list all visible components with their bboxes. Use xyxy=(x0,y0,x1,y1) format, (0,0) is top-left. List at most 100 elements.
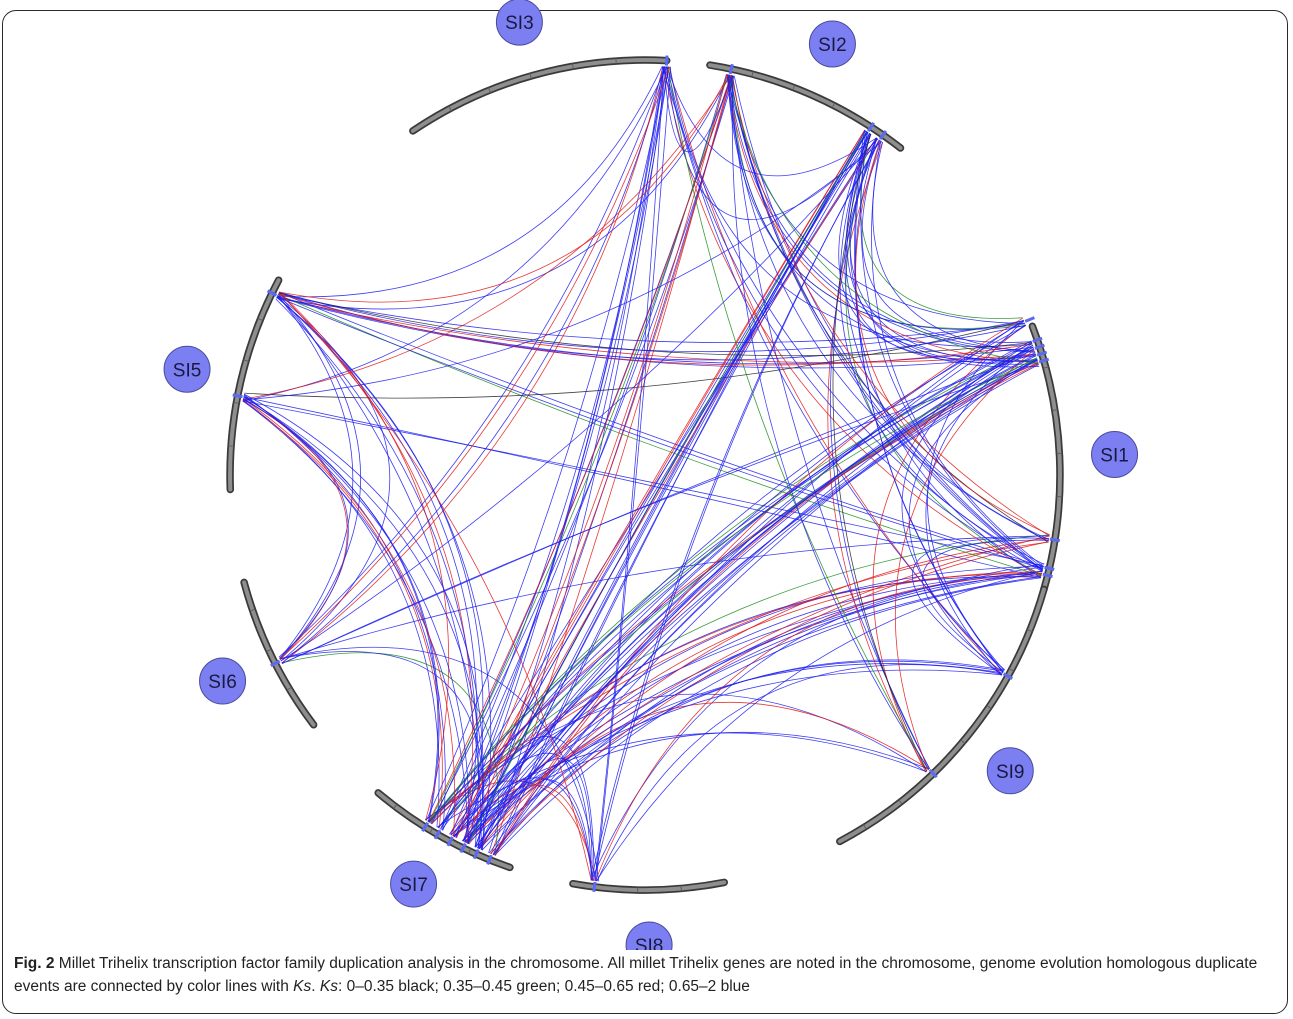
duplication-link xyxy=(468,571,1043,845)
duplication-link xyxy=(431,573,1042,825)
chromosome-label-si6: SI6 xyxy=(199,657,247,705)
duplication-link xyxy=(728,74,1039,364)
chromosome-label-text: SI5 xyxy=(173,360,202,381)
duplication-link xyxy=(729,74,1043,572)
caption-text-3: : 0–0.35 black; 0.35–0.45 green; 0.45–0.… xyxy=(337,978,750,995)
gene-marker xyxy=(1049,537,1061,543)
duplication-link xyxy=(464,779,593,881)
chromosome-tick xyxy=(898,799,903,805)
duplication-link xyxy=(844,131,1050,540)
duplication-link xyxy=(467,576,1042,844)
chromosome-label-circle xyxy=(495,0,543,46)
duplication-link xyxy=(278,291,450,821)
gene-marker xyxy=(472,848,480,860)
chromosome-label-circle xyxy=(986,747,1034,795)
duplication-link xyxy=(278,293,1033,366)
duplication-link xyxy=(860,133,1023,319)
duplication-link xyxy=(727,74,1036,353)
duplication-link xyxy=(493,571,1043,856)
chromosome-arcs xyxy=(226,56,1064,894)
gene-marker xyxy=(592,881,597,893)
chromosome-label-si7: SI7 xyxy=(390,860,438,908)
duplication-link xyxy=(861,140,1032,343)
duplication-link xyxy=(277,66,663,298)
duplication-link xyxy=(494,577,1041,856)
duplication-link xyxy=(488,346,1034,854)
duplication-link xyxy=(730,75,1050,537)
duplication-link xyxy=(596,664,1003,882)
duplication-link xyxy=(478,538,1050,850)
duplication-link xyxy=(242,66,668,402)
duplication-link xyxy=(667,66,929,771)
duplication-link xyxy=(895,349,1035,771)
gene-marker xyxy=(270,659,281,668)
duplication-link xyxy=(279,66,670,660)
duplication-link xyxy=(911,537,1050,676)
duplication-link xyxy=(476,758,593,881)
duplication-link xyxy=(872,142,1036,353)
duplication-link xyxy=(278,292,1032,357)
gene-marker xyxy=(421,821,430,832)
duplication-link xyxy=(838,133,1037,360)
duplication-link xyxy=(276,296,478,843)
chromosome-tick xyxy=(831,102,836,109)
chromosome-tick xyxy=(448,105,452,112)
chromosome-tick xyxy=(286,686,293,691)
chromosome-tick xyxy=(249,608,256,612)
duplication-link xyxy=(243,396,1041,578)
duplication-link xyxy=(464,535,1050,843)
duplication-link xyxy=(871,140,1044,567)
duplication-link xyxy=(925,342,1033,676)
duplication-link xyxy=(493,317,1023,856)
duplication-link xyxy=(922,539,1049,673)
duplication-link xyxy=(462,359,1038,842)
duplication-link xyxy=(430,75,735,824)
duplication-link xyxy=(733,75,1043,571)
chromosome-tick xyxy=(792,84,796,91)
duplication-link xyxy=(666,66,877,177)
gene-marker xyxy=(486,854,493,865)
duplication-link xyxy=(242,400,469,844)
chromosome-tick xyxy=(257,318,264,322)
duplication-link xyxy=(281,66,664,664)
duplication-link xyxy=(462,66,670,842)
duplication-link xyxy=(276,295,1034,365)
duplication-link xyxy=(277,295,391,662)
chromosome-label-text: SI3 xyxy=(505,13,534,34)
caption-text-2: . xyxy=(311,978,320,995)
duplication-link xyxy=(478,570,1043,850)
duplication-link xyxy=(242,141,883,401)
chromosome-arc-fill-si9 xyxy=(837,587,1046,844)
duplication-link xyxy=(279,535,1050,660)
duplication-link xyxy=(456,74,728,839)
chromosome-tick xyxy=(862,824,867,830)
duplication-link xyxy=(281,66,666,664)
duplication-link xyxy=(279,74,729,303)
duplication-link xyxy=(276,296,1036,369)
duplication-link xyxy=(278,292,1044,568)
gene-markers xyxy=(232,55,1061,893)
chromosome-tick xyxy=(986,705,992,710)
caption-ks-1: Ks xyxy=(293,978,312,995)
gene-marker xyxy=(446,836,454,847)
duplication-link xyxy=(727,74,1026,330)
duplication-link xyxy=(490,541,1049,854)
gene-marker xyxy=(1024,316,1035,323)
duplication-link xyxy=(590,575,1042,881)
chromosome-tick xyxy=(467,848,472,855)
duplication-link xyxy=(467,130,867,844)
gene-marker xyxy=(1038,357,1050,364)
gene-marker xyxy=(459,842,467,854)
duplication-link xyxy=(590,140,881,881)
duplication-link xyxy=(728,74,1044,571)
chromosome-arc-fill-si2 xyxy=(707,63,903,150)
duplication-link xyxy=(452,129,866,837)
chromosome-arc-si3 xyxy=(409,56,671,135)
duplication-link xyxy=(275,298,479,848)
gene-marker xyxy=(1034,343,1045,350)
duplication-link xyxy=(731,75,930,770)
gene-marker xyxy=(232,393,243,399)
chromosome-label-circle xyxy=(163,345,211,393)
chromosome-arc-fill-si8 xyxy=(570,880,727,892)
duplication-link xyxy=(726,74,1049,542)
